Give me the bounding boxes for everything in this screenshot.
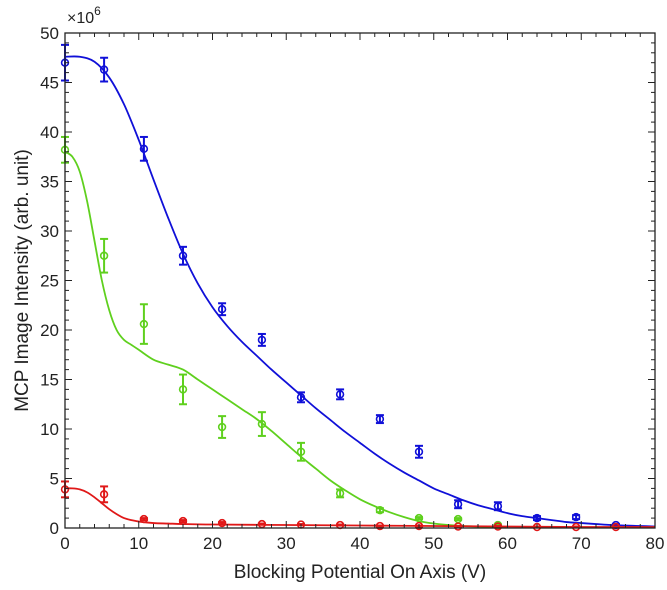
x-tick-label: 40 — [351, 534, 370, 553]
point-marker — [178, 251, 188, 260]
data-point — [335, 388, 345, 401]
y-tick-label: 15 — [40, 371, 59, 390]
point-marker — [139, 144, 149, 154]
data-point — [296, 441, 306, 462]
y-tick-label: 30 — [40, 222, 59, 241]
data-point — [257, 519, 267, 529]
y-tick-label: 0 — [50, 519, 59, 538]
point-marker — [571, 522, 581, 532]
point-marker — [99, 490, 109, 499]
point-marker — [217, 305, 227, 314]
point-marker — [453, 500, 463, 509]
point-marker — [335, 489, 345, 498]
x-tick-label: 60 — [498, 534, 517, 553]
plot-area — [60, 43, 656, 532]
point-marker — [335, 390, 345, 399]
x-tick-label: 30 — [277, 534, 296, 553]
point-marker — [611, 522, 621, 532]
fit-curve — [64, 55, 656, 528]
fit-curve — [64, 151, 508, 529]
y-tick-label: 25 — [40, 272, 59, 291]
y-tick-label: 5 — [50, 470, 59, 489]
data-point — [178, 245, 188, 266]
y-tick-label: 45 — [40, 74, 59, 93]
series-3 — [60, 480, 656, 532]
y-tick-label: 10 — [40, 420, 59, 439]
y-axis-label: MCP Image Intensity (arb. unit) — [12, 149, 33, 412]
x-tick-label: 70 — [572, 534, 591, 553]
point-marker — [375, 521, 385, 531]
point-marker — [178, 385, 188, 394]
x-tick-label: 10 — [129, 534, 148, 553]
x-tick-label: 50 — [424, 534, 443, 553]
data-point — [217, 518, 227, 528]
y-tick-label: 40 — [40, 123, 59, 142]
point-marker — [493, 522, 503, 531]
axis-ticks: 0 10 20 30 40 50 60 70 80 0 5 10 15 20 25 30 35 40 45 50 — [40, 24, 664, 553]
data-point — [217, 415, 227, 439]
point-marker — [571, 512, 581, 522]
data-point — [414, 444, 424, 459]
data-point — [375, 505, 385, 515]
x-axis-label: Blocking Potential On Axis (V) — [234, 562, 486, 583]
data-point — [453, 522, 463, 531]
point-marker — [414, 513, 424, 523]
data-point — [99, 237, 109, 274]
point-marker — [375, 414, 385, 424]
data-point — [493, 501, 503, 512]
data-point — [375, 414, 385, 425]
data-point — [532, 513, 542, 523]
data-point — [217, 302, 227, 317]
point-marker — [296, 447, 306, 456]
point-marker — [257, 419, 267, 429]
y-tick-label: 20 — [40, 321, 59, 340]
data-point — [296, 391, 306, 404]
y-tick-label: 35 — [40, 173, 59, 192]
data-point — [414, 513, 424, 523]
series-2 — [60, 135, 508, 530]
data-point — [139, 303, 149, 345]
data-point — [257, 332, 267, 347]
y-multiplier-exponent: 6 — [94, 4, 101, 18]
data-point — [139, 514, 149, 524]
point-marker — [414, 447, 424, 456]
point-marker — [217, 422, 227, 432]
data-point — [178, 516, 188, 526]
data-point — [453, 499, 463, 510]
point-marker — [375, 505, 385, 515]
plot-frame — [64, 32, 656, 529]
data-point — [99, 485, 109, 504]
point-marker — [217, 518, 227, 528]
data-point — [99, 56, 109, 83]
data-point — [571, 522, 581, 532]
point-marker — [139, 319, 149, 329]
point-marker — [99, 251, 109, 260]
data-point — [257, 411, 267, 437]
y-multiplier-base: ×10 — [67, 10, 94, 27]
point-marker — [139, 514, 149, 524]
point-marker — [99, 65, 109, 74]
point-marker — [532, 513, 542, 523]
point-marker — [257, 335, 267, 345]
x-tick-label: 0 — [60, 534, 69, 553]
x-tick-label: 80 — [646, 534, 665, 553]
data-point — [493, 522, 503, 531]
data-point — [453, 514, 463, 524]
point-marker — [532, 522, 542, 532]
data-point — [335, 488, 345, 499]
x-tick-label: 20 — [203, 534, 222, 553]
point-marker — [493, 502, 503, 511]
data-point — [178, 373, 188, 406]
y-axis-multiplier: ×106 — [67, 4, 101, 27]
point-marker — [296, 393, 306, 402]
data-point — [571, 512, 581, 522]
y-tick-label: 50 — [40, 24, 59, 43]
point-marker — [453, 522, 463, 531]
data-point — [375, 521, 385, 531]
data-point — [139, 135, 149, 162]
point-marker — [414, 521, 424, 531]
series-1 — [60, 43, 656, 530]
